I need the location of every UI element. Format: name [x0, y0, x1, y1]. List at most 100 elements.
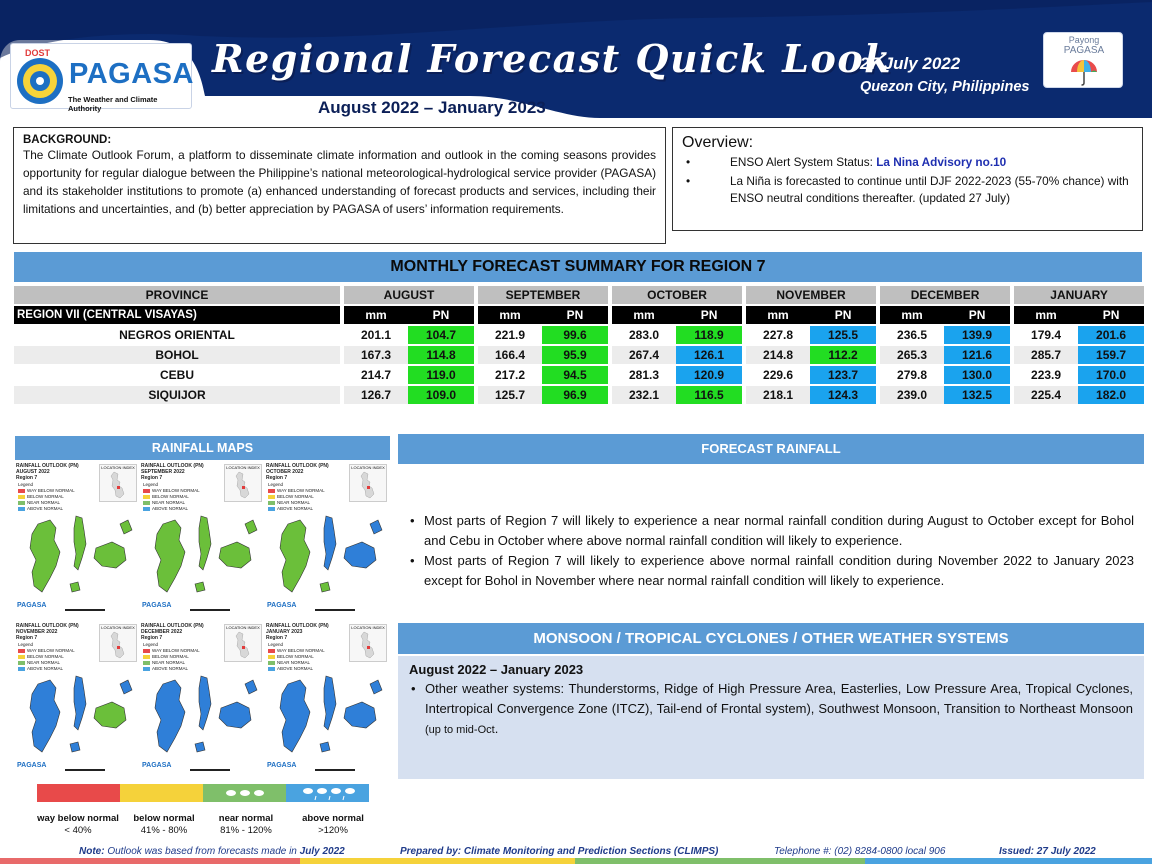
legend-title: Legend: [18, 642, 34, 647]
pn-label: PN: [542, 306, 609, 324]
rain-cloud-icon: [303, 788, 355, 801]
legend-label: WAY BELOW NORMAL: [277, 488, 325, 493]
background-text: The Climate Outlook Forum, a platform to…: [23, 148, 656, 216]
inset-label: LOCATION INDEX: [101, 465, 135, 470]
monsoon-bullet: • Other weather systems: Thunderstorms, R…: [409, 679, 1133, 740]
rainfall-maps-grid: RAINFALL OUTLOOK (PN) AUGUST 2022 Region 7…: [15, 462, 390, 782]
legend-item: ABOVE NORMAL: [143, 506, 200, 512]
month-header: NOVEMBER: [746, 286, 877, 304]
map-brand: PAGASA: [17, 602, 47, 609]
legend-title: Legend: [268, 482, 284, 487]
pn-label: PN: [944, 306, 1011, 324]
way-below-normal-swatch: [37, 784, 120, 802]
legend-swatch: [268, 488, 275, 493]
mm-value: 218.1: [746, 386, 811, 404]
map-scale-bar: [190, 769, 230, 771]
legend-title: Legend: [18, 482, 34, 487]
payong-brand: PAGASA: [1063, 45, 1105, 56]
map-title-line: RAINFALL OUTLOOK (PN): [16, 463, 79, 469]
column-gap: [876, 306, 881, 324]
mm-value: 125.7: [478, 386, 543, 404]
mm-value: 166.4: [478, 346, 543, 364]
map-title: RAINFALL OUTLOOK (PN) AUGUST 2022 Region 7: [16, 463, 79, 481]
column-gap: [340, 306, 344, 324]
legend-swatch: [143, 494, 150, 499]
forecast-bullet: • Most parts of Region 7 will likely to e…: [408, 551, 1134, 591]
legend-swatch: [268, 660, 275, 665]
bullet: •: [410, 513, 415, 528]
pn-value: 120.9: [676, 366, 743, 384]
legend-swatch: [18, 666, 25, 671]
overview-item-enso: • ENSO Alert System Status: La Nina Advis…: [682, 154, 1133, 171]
category-range: 81% - 120%: [220, 825, 272, 836]
location-index-inset: LOCATION INDEX: [224, 624, 262, 662]
rainfall-map: RAINFALL OUTLOOK (PN) OCTOBER 2022 Region …: [265, 462, 390, 622]
table-header-row: PROVINCE AUGUST SEPTEMBER OCTOBER NOVEMBER DE…: [14, 286, 1145, 304]
map-legend: Legend WAY BELOW NORMAL BELOW NORMAL NEAR N…: [143, 642, 200, 672]
legend-label: BELOW NORMAL: [152, 654, 189, 659]
region7-map-icon: [29, 675, 133, 753]
dost-label: DOST: [25, 48, 51, 58]
legend-swatch: [18, 494, 25, 499]
mm-label: mm: [880, 306, 945, 324]
month-header: AUGUST: [344, 286, 475, 304]
region-label: REGION VII (CENTRAL VISAYAS): [14, 306, 340, 324]
issue-date: 27 July 2022: [860, 54, 961, 73]
category-near: near normal 81% - 120%: [198, 813, 294, 837]
umbrella-icon: [1071, 60, 1097, 86]
legend-label: WAY BELOW NORMAL: [27, 488, 75, 493]
forecast-table: PROVINCE AUGUST SEPTEMBER OCTOBER NOVEMBER DE…: [14, 284, 1145, 406]
org-name: PAGASA: [69, 58, 194, 90]
legend-item: WAY BELOW NORMAL: [143, 648, 200, 654]
location-index-inset: LOCATION INDEX: [349, 624, 387, 662]
province-name: CEBU: [159, 368, 194, 382]
pn-value: 119.0: [408, 366, 475, 384]
table-row: BOHOL 167.3 114.8 166.4 95.9 267.4 126.1 214.8 1…: [14, 346, 1145, 364]
pn-value: 132.5: [944, 386, 1011, 404]
pn-value: 124.3: [810, 386, 877, 404]
column-gap: [340, 286, 344, 304]
pn-label: PN: [676, 306, 743, 324]
background-panel: BACKGROUND: The Climate Outlook Forum, a…: [13, 127, 666, 244]
pn-label: PN: [408, 306, 475, 324]
pn-value: 104.7: [408, 326, 475, 344]
mm-value: 221.9: [495, 328, 526, 342]
mm-value: 285.7: [1014, 346, 1079, 364]
legend-item: NEAR NORMAL: [268, 500, 325, 506]
legend-item: NEAR NORMAL: [143, 500, 200, 506]
legend-label: BELOW NORMAL: [27, 494, 64, 499]
legend-item: WAY BELOW NORMAL: [143, 488, 200, 494]
monsoon-text: Other weather systems: Thunderstorms, Ri…: [425, 681, 1133, 716]
category-above: above normal >120%: [285, 813, 381, 837]
pn-value: 112.2: [810, 346, 877, 364]
legend-label: NEAR NORMAL: [277, 500, 311, 505]
footer-issued: Issued: 27 July 2022: [999, 846, 1096, 857]
legend-item: BELOW NORMAL: [143, 654, 200, 660]
table-row: NEGROS ORIENTAL 201.1 104.7 221.9 99.6 283.0 1…: [14, 326, 1145, 344]
legend-label: WAY BELOW NORMAL: [277, 648, 325, 653]
monsoon-period: August 2022 – January 2023: [409, 662, 584, 677]
cloud-icon: [226, 790, 264, 796]
philippines-map-icon: [235, 471, 250, 499]
pn-value: 114.8: [408, 346, 475, 364]
legend-label: WAY BELOW NORMAL: [152, 488, 200, 493]
category-name: near normal: [218, 813, 274, 824]
mm-value: 201.1: [360, 328, 392, 342]
map-month: OCTOBER 2022: [266, 469, 304, 475]
overview-panel: Overview: • ENSO Alert System Status: La …: [672, 127, 1143, 231]
legend-swatch: [143, 506, 150, 511]
pn-value: 159.7: [1078, 346, 1145, 364]
near-normal-swatch: [203, 784, 286, 802]
legend-swatch: [268, 494, 275, 499]
payong-pagasa-logo: Payong PAGASA: [1043, 32, 1123, 88]
pn-label: PN: [1078, 306, 1145, 324]
legend-item: BELOW NORMAL: [143, 494, 200, 500]
monsoon-body: August 2022 – January 2023 • Other weathe…: [398, 656, 1144, 779]
map-title-line: RAINFALL OUTLOOK (PN): [266, 623, 329, 629]
inset-label: LOCATION INDEX: [226, 625, 260, 630]
map-month: DECEMBER 2022: [141, 629, 183, 635]
bullet: •: [410, 553, 415, 568]
pn-value: 118.9: [676, 326, 743, 344]
pagasa-logo: DOST PAGASA The Weather and Climate Auth…: [10, 43, 194, 113]
legend-label: ABOVE NORMAL: [27, 506, 64, 511]
